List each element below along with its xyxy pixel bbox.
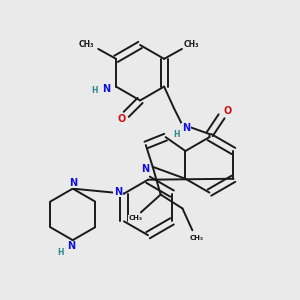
Text: N: N: [102, 84, 110, 94]
Text: CH₃: CH₃: [184, 40, 200, 50]
Text: N: N: [67, 241, 75, 251]
Text: O: O: [224, 106, 232, 116]
Text: H: H: [174, 130, 180, 139]
Text: CH₃: CH₃: [129, 215, 143, 221]
Text: H: H: [58, 248, 64, 256]
Text: N: N: [141, 164, 149, 174]
Text: CH₃: CH₃: [79, 40, 94, 50]
Text: N: N: [114, 187, 122, 196]
Text: O: O: [117, 114, 125, 124]
Text: CH₃: CH₃: [189, 235, 203, 241]
Text: N: N: [69, 178, 77, 188]
Text: N: N: [182, 123, 190, 133]
Text: H: H: [91, 86, 98, 95]
